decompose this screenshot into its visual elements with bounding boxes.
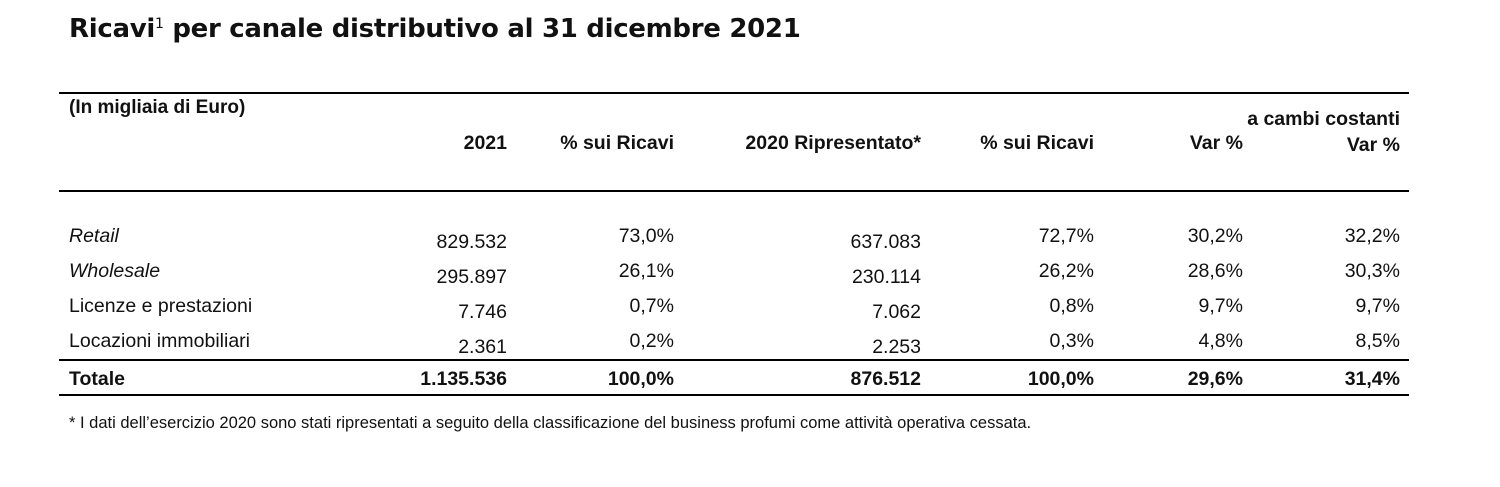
cell-retail-2020: 637.083 (850, 231, 922, 253)
cell-wholesale-2021: 295.897 (436, 266, 508, 288)
row-label-totale: Totale (69, 368, 125, 390)
header-pct-2020: % sui Ricavi (980, 132, 1094, 154)
table-top-rule (59, 92, 1409, 94)
title-footnote-marker: 1 (154, 16, 164, 32)
row-label-licenze: Licenze e prestazioni (69, 295, 253, 317)
cell-retail-2021: 829.532 (436, 231, 508, 253)
row-label-retail: Retail (69, 225, 119, 247)
cell-wholesale-pct-2021: 26,1% (618, 260, 674, 282)
total-top-rule (59, 359, 1409, 361)
cell-totale-pct-2021: 100,0% (607, 368, 674, 390)
cell-totale-var-cc: 31,4% (1344, 368, 1400, 390)
page-title: Ricavi1 per canale distributivo al 31 di… (69, 14, 801, 44)
cell-retail-var-cc: 32,2% (1344, 225, 1400, 247)
cell-locazioni-var: 4,8% (1198, 330, 1243, 352)
cell-wholesale-var-cc: 30,3% (1344, 260, 1400, 282)
footnote: * I dati dell’esercizio 2020 sono stati … (69, 414, 1032, 432)
cell-wholesale-var: 28,6% (1187, 260, 1243, 282)
row-label-wholesale: Wholesale (69, 260, 161, 282)
header-var: Var % (1189, 132, 1243, 154)
cell-locazioni-var-cc: 8,5% (1355, 330, 1400, 352)
cell-totale-pct-2020: 100,0% (1027, 368, 1094, 390)
cell-locazioni-pct-2020: 0,3% (1049, 330, 1094, 352)
cell-wholesale-2020: 230.114 (851, 266, 921, 288)
header-bottom-rule (59, 190, 1409, 192)
cell-wholesale-pct-2020: 26,2% (1038, 260, 1094, 282)
cell-totale-2021: 1.135.536 (420, 368, 507, 390)
cell-locazioni-2021: 2.361 (458, 336, 507, 358)
cell-licenze-pct-2020: 0,8% (1049, 295, 1094, 317)
cell-locazioni-2020: 2.253 (872, 336, 921, 358)
header-2021: 2021 (463, 132, 507, 154)
cell-licenze-2020: 7.062 (872, 301, 921, 323)
cell-licenze-2021: 7.746 (458, 301, 507, 323)
table-bottom-rule (59, 394, 1409, 396)
cell-licenze-var: 9,7% (1198, 295, 1243, 317)
header-pct-2021: % sui Ricavi (560, 132, 674, 154)
row-label-locazioni: Locazioni immobiliari (69, 330, 250, 352)
cell-retail-var: 30,2% (1187, 225, 1243, 247)
unit-label: (In migliaia di Euro) (69, 97, 246, 118)
cell-totale-2020: 876.512 (850, 368, 922, 390)
header-var-cambi-costanti: a cambi costanti Var % (1247, 108, 1400, 156)
cell-locazioni-pct-2021: 0,2% (629, 330, 674, 352)
title-text: Ricavi (69, 14, 155, 44)
cell-licenze-var-cc: 9,7% (1355, 295, 1400, 317)
cell-retail-pct-2021: 73,0% (618, 225, 674, 247)
title-rest: per canale distributivo al 31 dicembre 2… (163, 14, 801, 44)
cell-retail-pct-2020: 72,7% (1038, 225, 1094, 247)
header-2020-ripresentato: 2020 Ripresentato* (745, 132, 921, 154)
cell-licenze-pct-2021: 0,7% (629, 295, 674, 317)
cell-totale-var: 29,6% (1187, 368, 1243, 390)
